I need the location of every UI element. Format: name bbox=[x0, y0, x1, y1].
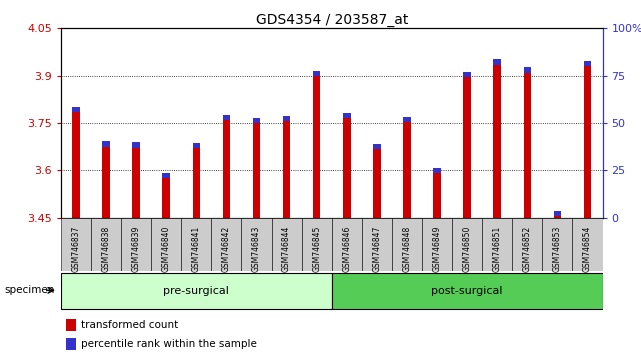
Bar bbox=[132, 142, 140, 148]
Title: GDS4354 / 203587_at: GDS4354 / 203587_at bbox=[256, 13, 408, 27]
Bar bbox=[373, 149, 381, 218]
Bar bbox=[222, 115, 230, 120]
Bar bbox=[512, 218, 542, 271]
Bar bbox=[433, 173, 441, 218]
Bar bbox=[343, 113, 351, 118]
Bar bbox=[554, 211, 561, 216]
Text: GSM746846: GSM746846 bbox=[342, 226, 351, 272]
Bar bbox=[373, 144, 381, 149]
Text: GSM746847: GSM746847 bbox=[372, 226, 381, 272]
Bar bbox=[463, 77, 471, 218]
Bar bbox=[452, 218, 482, 271]
Bar bbox=[222, 120, 230, 218]
Text: GSM746839: GSM746839 bbox=[131, 226, 140, 272]
Bar bbox=[584, 61, 591, 66]
Bar bbox=[72, 107, 79, 112]
Bar bbox=[313, 71, 320, 76]
Text: post-surgical: post-surgical bbox=[431, 286, 503, 296]
Bar bbox=[313, 76, 320, 218]
Bar bbox=[572, 218, 603, 271]
Text: GSM746849: GSM746849 bbox=[433, 226, 442, 272]
Bar bbox=[91, 218, 121, 271]
Bar bbox=[524, 67, 531, 73]
Bar bbox=[542, 218, 572, 271]
Bar bbox=[72, 112, 79, 218]
Bar bbox=[494, 59, 501, 65]
Text: GSM746840: GSM746840 bbox=[162, 226, 171, 272]
Bar bbox=[482, 218, 512, 271]
Bar bbox=[121, 218, 151, 271]
Bar bbox=[463, 72, 471, 77]
Bar bbox=[584, 66, 591, 218]
Bar bbox=[302, 218, 332, 271]
Text: GSM746843: GSM746843 bbox=[252, 226, 261, 272]
Text: GSM746838: GSM746838 bbox=[101, 226, 110, 272]
Bar bbox=[212, 218, 242, 271]
Bar bbox=[272, 218, 302, 271]
Bar bbox=[192, 143, 200, 148]
Text: percentile rank within the sample: percentile rank within the sample bbox=[81, 339, 257, 349]
Bar bbox=[61, 218, 91, 271]
Text: GSM746841: GSM746841 bbox=[192, 226, 201, 272]
Text: GSM746850: GSM746850 bbox=[463, 226, 472, 272]
Bar bbox=[343, 118, 351, 218]
Bar bbox=[242, 218, 272, 271]
Text: specimen: specimen bbox=[5, 285, 55, 295]
Bar bbox=[422, 218, 452, 271]
Bar bbox=[162, 178, 170, 218]
Text: GSM746845: GSM746845 bbox=[312, 226, 321, 272]
Text: GSM746854: GSM746854 bbox=[583, 226, 592, 272]
Bar bbox=[524, 73, 531, 218]
Bar bbox=[494, 65, 501, 218]
Text: GSM746851: GSM746851 bbox=[493, 226, 502, 272]
Text: pre-surgical: pre-surgical bbox=[163, 286, 229, 296]
Bar bbox=[253, 123, 260, 218]
Bar bbox=[61, 273, 332, 309]
Bar bbox=[283, 121, 290, 218]
Bar bbox=[332, 218, 362, 271]
Text: GSM746848: GSM746848 bbox=[403, 226, 412, 272]
Bar bbox=[192, 148, 200, 218]
Bar bbox=[392, 218, 422, 271]
Bar bbox=[162, 173, 170, 178]
Text: GSM746842: GSM746842 bbox=[222, 226, 231, 272]
Bar bbox=[66, 319, 76, 331]
Bar bbox=[554, 216, 561, 218]
Text: GSM746853: GSM746853 bbox=[553, 226, 562, 272]
Bar bbox=[362, 218, 392, 271]
Text: GSM746837: GSM746837 bbox=[71, 226, 80, 272]
Bar bbox=[181, 218, 212, 271]
Bar bbox=[151, 218, 181, 271]
Bar bbox=[132, 148, 140, 218]
Text: GSM746844: GSM746844 bbox=[282, 226, 291, 272]
Text: GSM746852: GSM746852 bbox=[523, 226, 532, 272]
Bar bbox=[66, 338, 76, 350]
Bar bbox=[433, 167, 441, 173]
Bar bbox=[403, 122, 411, 218]
Bar bbox=[283, 116, 290, 121]
Text: transformed count: transformed count bbox=[81, 320, 179, 330]
Bar bbox=[332, 273, 603, 309]
Bar bbox=[103, 141, 110, 147]
Bar bbox=[403, 117, 411, 122]
Bar bbox=[103, 147, 110, 218]
Bar bbox=[253, 118, 260, 123]
